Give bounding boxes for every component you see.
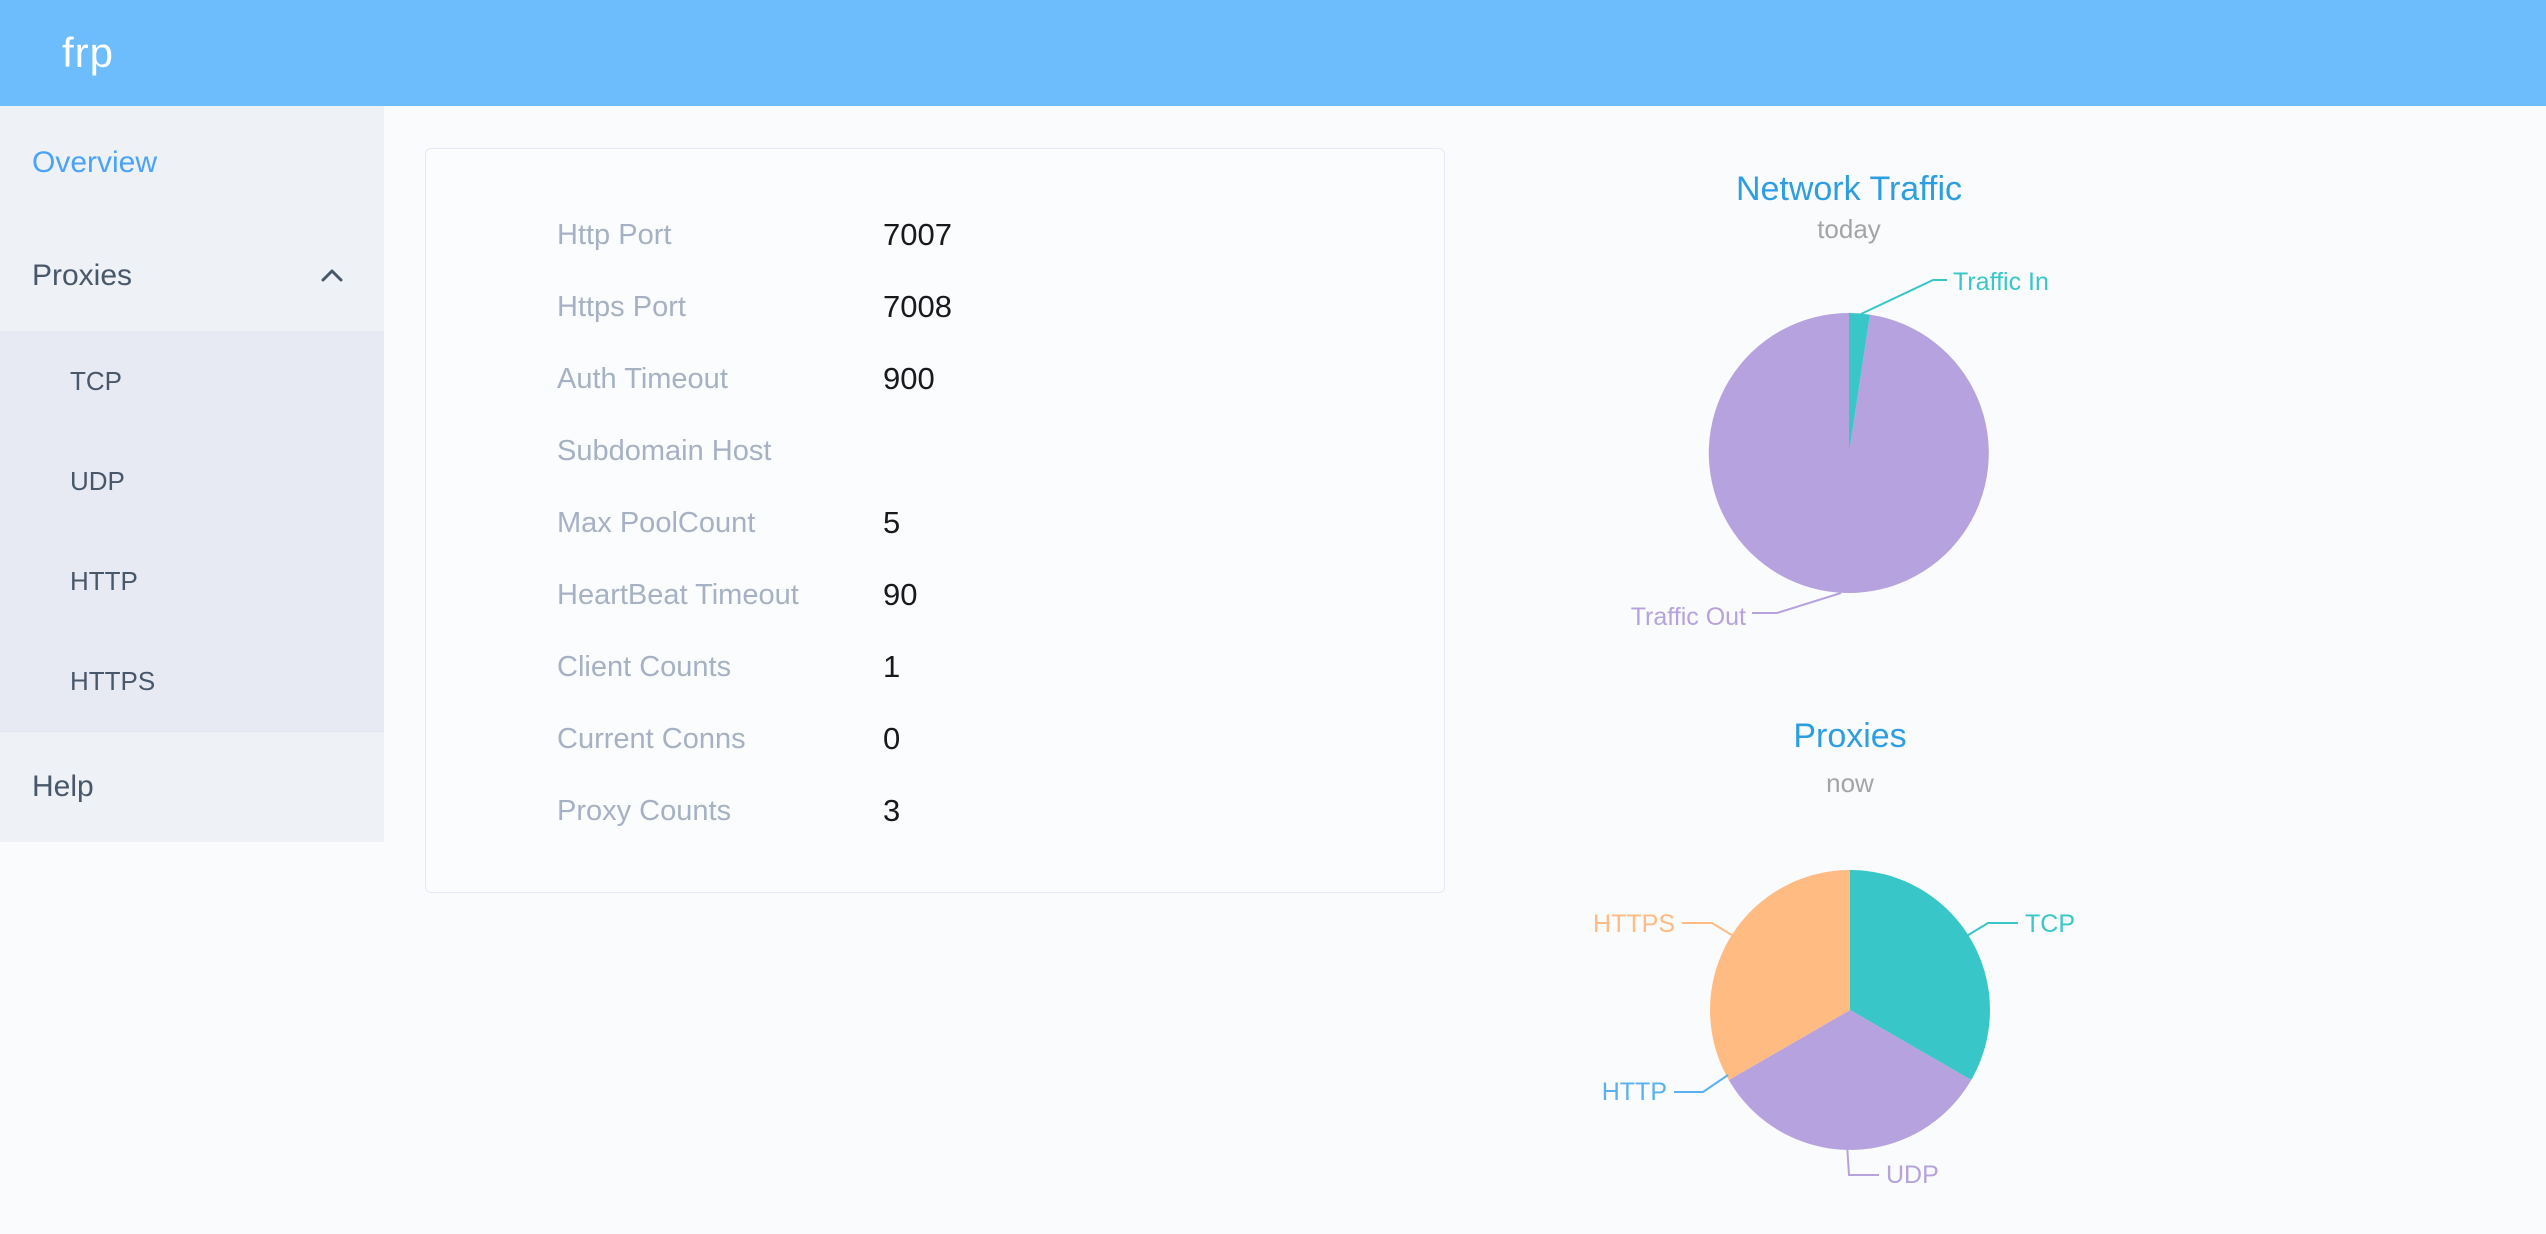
config-label: Https Port (557, 290, 686, 323)
label-line-https (1682, 922, 1736, 938)
pie-slice-traffic-in[interactable] (1849, 313, 1870, 453)
config-value: 90 (883, 577, 918, 612)
pie-label-udp: UDP (1886, 1161, 1939, 1189)
config-label: Max PoolCount (557, 506, 756, 539)
config-value: 5 (883, 505, 901, 540)
app-header: frp (0, 0, 2546, 106)
pie-slice-udp[interactable] (1728, 1010, 1972, 1150)
config-row: Client Counts 1 (557, 631, 1444, 703)
config-value: 7008 (883, 289, 952, 324)
config-row: Subdomain Host (557, 415, 1444, 487)
pie-label-traffic-in: Traffic In (1953, 268, 2049, 296)
sidebar-item-tcp[interactable]: TCP (70, 365, 122, 396)
pie-label-http: HTTP (1602, 1078, 1667, 1106)
label-line-tcp (1964, 922, 2018, 938)
sidebar-menu: Overview Proxies TCP UDP HTTP HTTPS Help (0, 106, 384, 842)
chart-title: Proxies (1793, 717, 1906, 755)
app-logo: frp (62, 29, 115, 76)
config-label: Proxy Counts (557, 794, 732, 827)
label-line-udp (1846, 1143, 1879, 1176)
config-row: Proxy Counts 3 (557, 775, 1444, 847)
pie-slice-https[interactable] (1710, 870, 1850, 1080)
proxies-submenu: TCP UDP HTTP HTTPS (0, 331, 384, 731)
config-row: Https Port 7008 (557, 271, 1444, 343)
config-label: Auth Timeout (557, 362, 728, 395)
charts-panel: Network Traffic today Traffic In Traffic… (1593, 170, 2075, 1189)
config-label: Subdomain Host (557, 434, 772, 467)
sidebar-item-overview[interactable]: Overview (0, 106, 384, 220)
config-label: HeartBeat Timeout (557, 578, 799, 611)
config-value: 0 (883, 721, 901, 756)
config-row: Current Conns 0 (557, 703, 1444, 775)
sidebar-item-udp[interactable]: UDP (70, 465, 125, 496)
config-row: Http Port 7007 (557, 199, 1444, 271)
pie-label-tcp: TCP (2025, 910, 2075, 938)
label-line-traffic-out (1752, 592, 1842, 614)
sidebar-item-help[interactable]: Help (0, 731, 384, 842)
config-label: Current Conns (557, 722, 746, 755)
config-row: Max PoolCount 5 (557, 487, 1444, 559)
chart-subtitle: today (1817, 214, 1881, 244)
pie-slice-traffic-out[interactable] (1708, 312, 1989, 593)
sidebar-item-http[interactable]: HTTP (70, 565, 138, 596)
sidebar-item-https[interactable]: HTTPS (70, 665, 156, 696)
chart-subtitle: now (1826, 768, 1874, 798)
pie-label-traffic-out: Traffic Out (1631, 603, 1746, 631)
config-label: Http Port (557, 218, 672, 251)
sidebar: Overview Proxies TCP UDP HTTP HTTPS Help (0, 106, 384, 1234)
config-label: Client Counts (557, 650, 732, 683)
network-traffic-chart: Network Traffic today Traffic In Traffic… (1631, 170, 2049, 631)
config-value: 3 (883, 793, 901, 828)
config-value: 900 (883, 361, 935, 396)
pie-label-https: HTTPS (1593, 910, 1675, 938)
sidebar-item-label: Proxies (32, 258, 133, 292)
chart-title: Network Traffic (1736, 170, 1962, 208)
config-value: 1 (883, 649, 901, 684)
server-info-card: Http Port 7007 Https Port 7008 Auth Time… (425, 148, 1445, 893)
sidebar-item-label: Overview (32, 146, 158, 179)
pie-slice-tcp[interactable] (1850, 870, 1990, 1080)
label-line-http (1674, 1074, 1729, 1093)
chevron-up-icon (321, 269, 343, 282)
config-row: HeartBeat Timeout 90 (557, 559, 1444, 631)
config-row: Auth Timeout 900 (557, 343, 1444, 415)
sidebar-item-proxies[interactable]: Proxies (0, 220, 384, 331)
label-line-traffic-in (1860, 279, 1947, 315)
proxies-chart: Proxies now TCP HTTPS HTTP UDP (1593, 717, 2075, 1189)
sidebar-item-label: Help (32, 770, 94, 803)
config-value: 7007 (883, 217, 952, 252)
